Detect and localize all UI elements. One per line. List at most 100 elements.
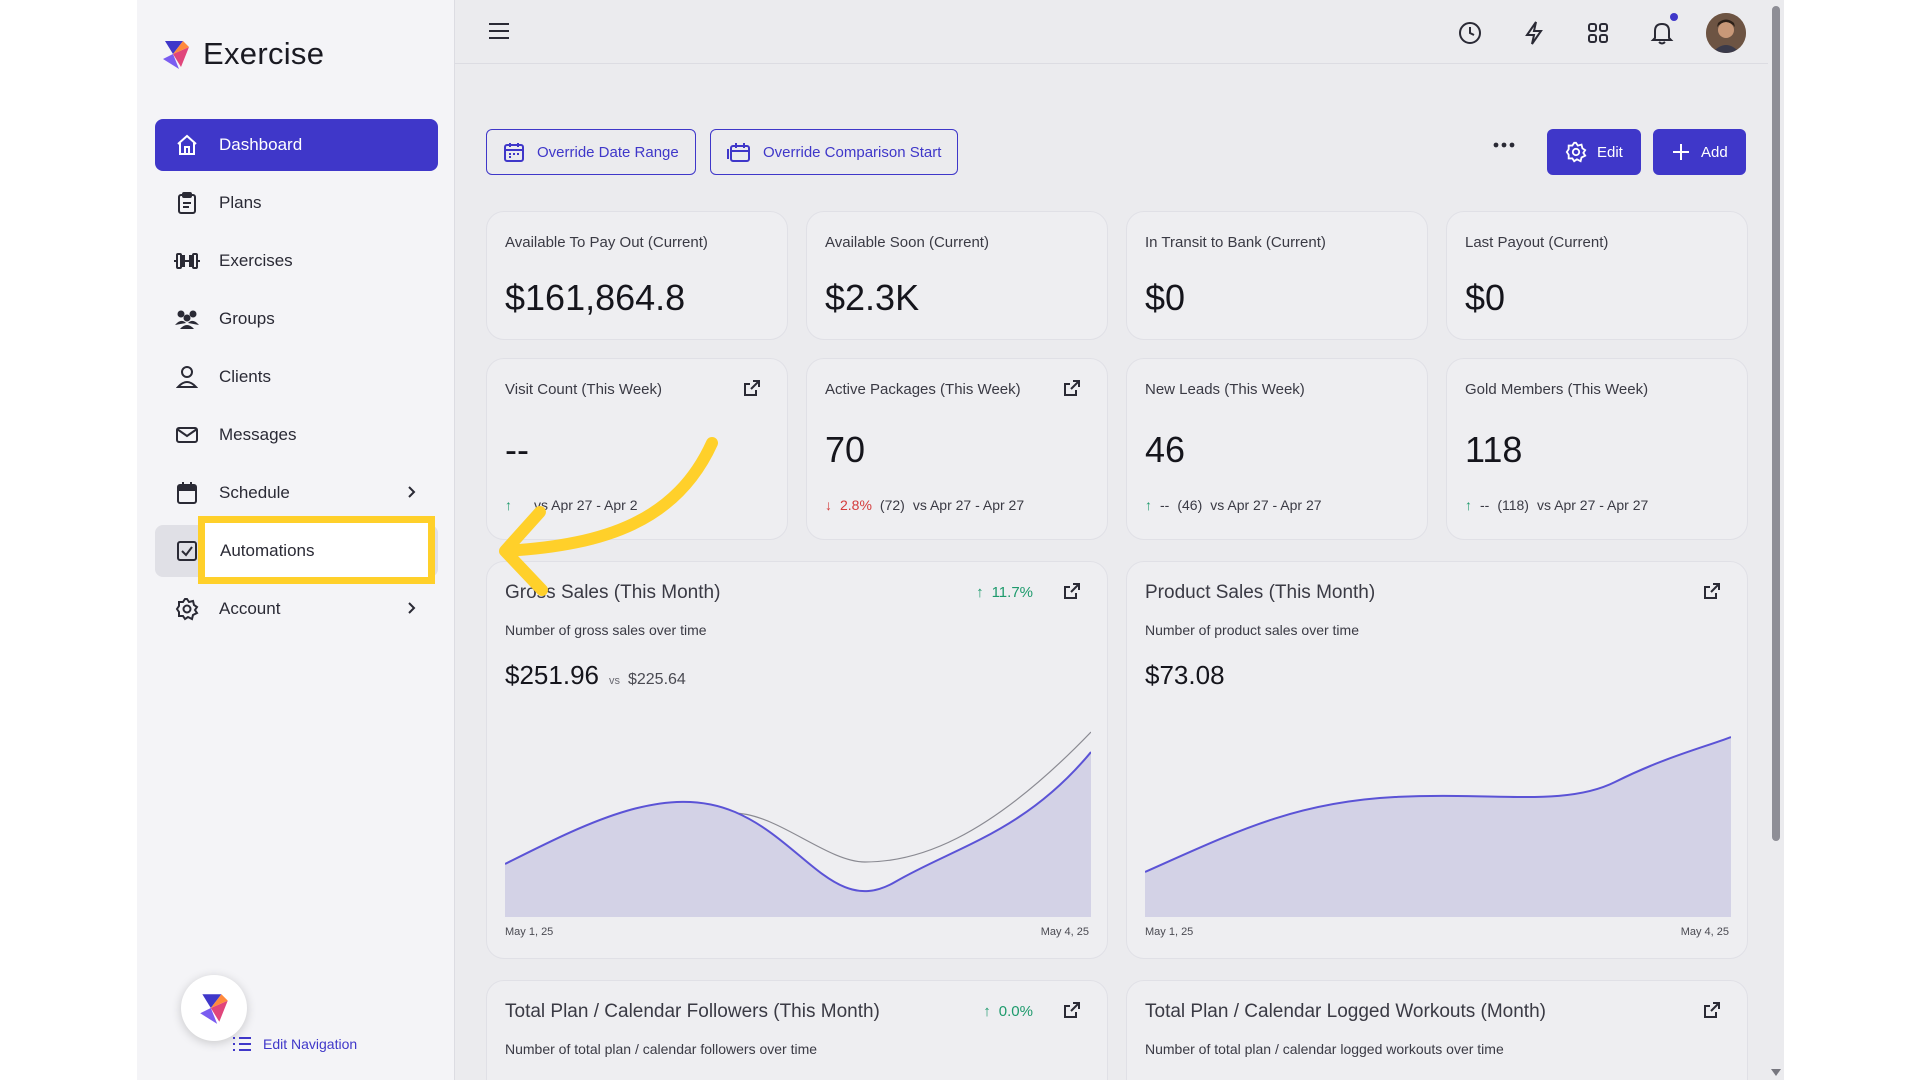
card-subtitle: Number of gross sales over time — [505, 622, 707, 638]
comparison-previous: (72) — [879, 497, 905, 513]
card-value: 70 — [825, 429, 866, 470]
edit-navigation-link[interactable]: Edit Navigation — [231, 1035, 357, 1053]
external-link-icon[interactable] — [743, 379, 761, 397]
plus-icon — [1673, 144, 1689, 160]
card-visit-count[interactable]: Visit Count (This Week) -- ↑ vs Apr 27 -… — [486, 358, 788, 540]
lightning-icon[interactable] — [1514, 13, 1554, 53]
card-value: $251.96 — [505, 660, 599, 690]
current-series-line — [505, 751, 1091, 893]
card-value: $161,864.8 — [505, 277, 686, 318]
gross-sales-chart — [505, 731, 1091, 917]
comparison-previous: (46) — [1177, 497, 1203, 513]
apps-grid-icon[interactable] — [1578, 13, 1618, 53]
sidebar-item-label: Groups — [219, 309, 275, 328]
edit-label: Edit — [1597, 143, 1623, 161]
card-subtitle: Number of total plan / calendar logged w… — [1145, 1041, 1504, 1057]
change-percent: 0.0% — [998, 1003, 1033, 1020]
mail-icon — [173, 421, 201, 449]
avatar[interactable] — [1706, 13, 1746, 53]
card-subtitle: Number of product sales over time — [1145, 622, 1359, 638]
comparison-range: vs Apr 27 - Apr 2 — [534, 497, 638, 513]
checkbox-icon — [173, 537, 201, 565]
sidebar-item-schedule[interactable]: Schedule — [155, 467, 438, 519]
card-new-leads[interactable]: New Leads (This Week) 46 ↑ -- (46) vs Ap… — [1126, 358, 1428, 540]
list-icon — [233, 1037, 251, 1051]
dumbbell-icon — [173, 247, 201, 275]
sidebar-item-messages[interactable]: Messages — [155, 409, 438, 461]
card-title: Gross Sales (This Month) — [505, 582, 721, 603]
scrollbar[interactable] — [1768, 0, 1784, 1080]
card-title: In Transit to Bank (Current) — [1145, 234, 1326, 251]
card-comparison: ↑ -- (46) vs Apr 27 - Apr 27 — [1145, 497, 1322, 513]
current-series-area — [1145, 737, 1731, 917]
scroll-down-arrow-icon[interactable] — [1771, 1069, 1781, 1076]
card-last-payout[interactable]: Last Payout (Current) $0 — [1446, 211, 1748, 340]
card-title: Available Soon (Current) — [825, 234, 989, 251]
scrollbar-thumb[interactable] — [1772, 6, 1780, 841]
history-icon[interactable] — [1450, 13, 1490, 53]
sidebar-item-clients[interactable]: Clients — [155, 351, 438, 403]
external-link-icon[interactable] — [1703, 1001, 1721, 1019]
gear-icon — [1565, 141, 1587, 163]
sidebar-item-groups[interactable]: Groups — [155, 293, 438, 345]
chevron-right-icon — [408, 602, 416, 614]
arrow-down-icon: ↓ — [825, 497, 832, 513]
users-icon — [173, 305, 201, 333]
comparison-range: vs Apr 27 - Apr 27 — [1210, 497, 1322, 513]
sidebar-item-account[interactable]: Account — [155, 583, 438, 635]
sidebar-item-label: Exercises — [219, 251, 293, 270]
sidebar-item-label: Messages — [219, 425, 297, 444]
card-product-sales[interactable]: Product Sales (This Month) Number of pro… — [1126, 561, 1748, 959]
top-bar — [455, 0, 1768, 64]
sidebar-item-label: Account — [219, 599, 281, 618]
add-button[interactable]: Add — [1653, 129, 1746, 175]
change-percent: 11.7% — [991, 584, 1033, 601]
brand[interactable]: Exercise — [159, 36, 324, 72]
card-title: Visit Count (This Week) — [505, 381, 662, 398]
notification-dot — [1670, 13, 1678, 21]
external-link-icon[interactable] — [1063, 1001, 1081, 1019]
edit-button[interactable]: Edit — [1547, 129, 1641, 175]
home-icon — [173, 131, 201, 159]
card-value: 46 — [1145, 429, 1186, 470]
card-plan-followers[interactable]: Total Plan / Calendar Followers (This Mo… — [486, 980, 1108, 1080]
sidebar: Exercise Dashboard Plans Exercises Group… — [137, 0, 455, 1080]
logo-button[interactable] — [181, 975, 247, 1041]
external-link-icon[interactable] — [1703, 582, 1721, 600]
card-plan-workouts[interactable]: Total Plan / Calendar Logged Workouts (M… — [1126, 980, 1748, 1080]
calendar-icon — [504, 143, 524, 162]
override-comparison-start-button[interactable]: Override Comparison Start — [710, 129, 959, 175]
card-in-transit[interactable]: In Transit to Bank (Current) $0 — [1126, 211, 1428, 340]
arrow-up-icon: ↑ — [976, 584, 984, 601]
more-options-icon[interactable] — [1493, 142, 1515, 148]
vs-label: vs — [608, 675, 620, 687]
card-gold-members[interactable]: Gold Members (This Week) 118 ↑ -- (118) … — [1446, 358, 1748, 540]
app-name: Exercise — [203, 36, 325, 71]
hamburger-icon[interactable] — [487, 20, 511, 42]
external-link-icon[interactable] — [1063, 582, 1081, 600]
edit-navigation-label: Edit Navigation — [263, 1036, 358, 1052]
automations-highlight[interactable]: Automations — [198, 516, 435, 584]
card-value: 118 — [1465, 429, 1523, 470]
sidebar-item-exercises[interactable]: Exercises — [155, 235, 438, 287]
current-series-line — [1145, 736, 1731, 873]
arrow-up-icon: ↑ — [505, 497, 512, 513]
card-value-row: $73.08 — [1145, 660, 1225, 691]
sidebar-item-plans[interactable]: Plans — [155, 177, 438, 229]
calendar-icon — [173, 479, 201, 507]
card-available-payout[interactable]: Available To Pay Out (Current) $161,864.… — [486, 211, 788, 340]
comparison-percent: -- — [1160, 497, 1170, 513]
x-axis-end: May 4, 25 — [1680, 926, 1729, 938]
current-series-area — [505, 752, 1091, 917]
card-available-soon[interactable]: Available Soon (Current) $2.3K — [806, 211, 1108, 340]
sidebar-item-dashboard[interactable]: Dashboard — [155, 119, 438, 171]
card-gross-sales[interactable]: Gross Sales (This Month) ↑ 11.7% Number … — [486, 561, 1108, 959]
card-active-packages[interactable]: Active Packages (This Week) 70 ↓ 2.8% (7… — [806, 358, 1108, 540]
override-date-range-button[interactable]: Override Date Range — [486, 129, 696, 175]
external-link-icon[interactable] — [1063, 379, 1081, 397]
comparison-range: vs Apr 27 - Apr 27 — [912, 497, 1025, 513]
card-value: -- — [505, 429, 529, 470]
notification-bell-icon[interactable] — [1642, 13, 1682, 53]
clipboard-icon — [173, 189, 201, 217]
sidebar-item-label: Automations — [220, 541, 315, 560]
